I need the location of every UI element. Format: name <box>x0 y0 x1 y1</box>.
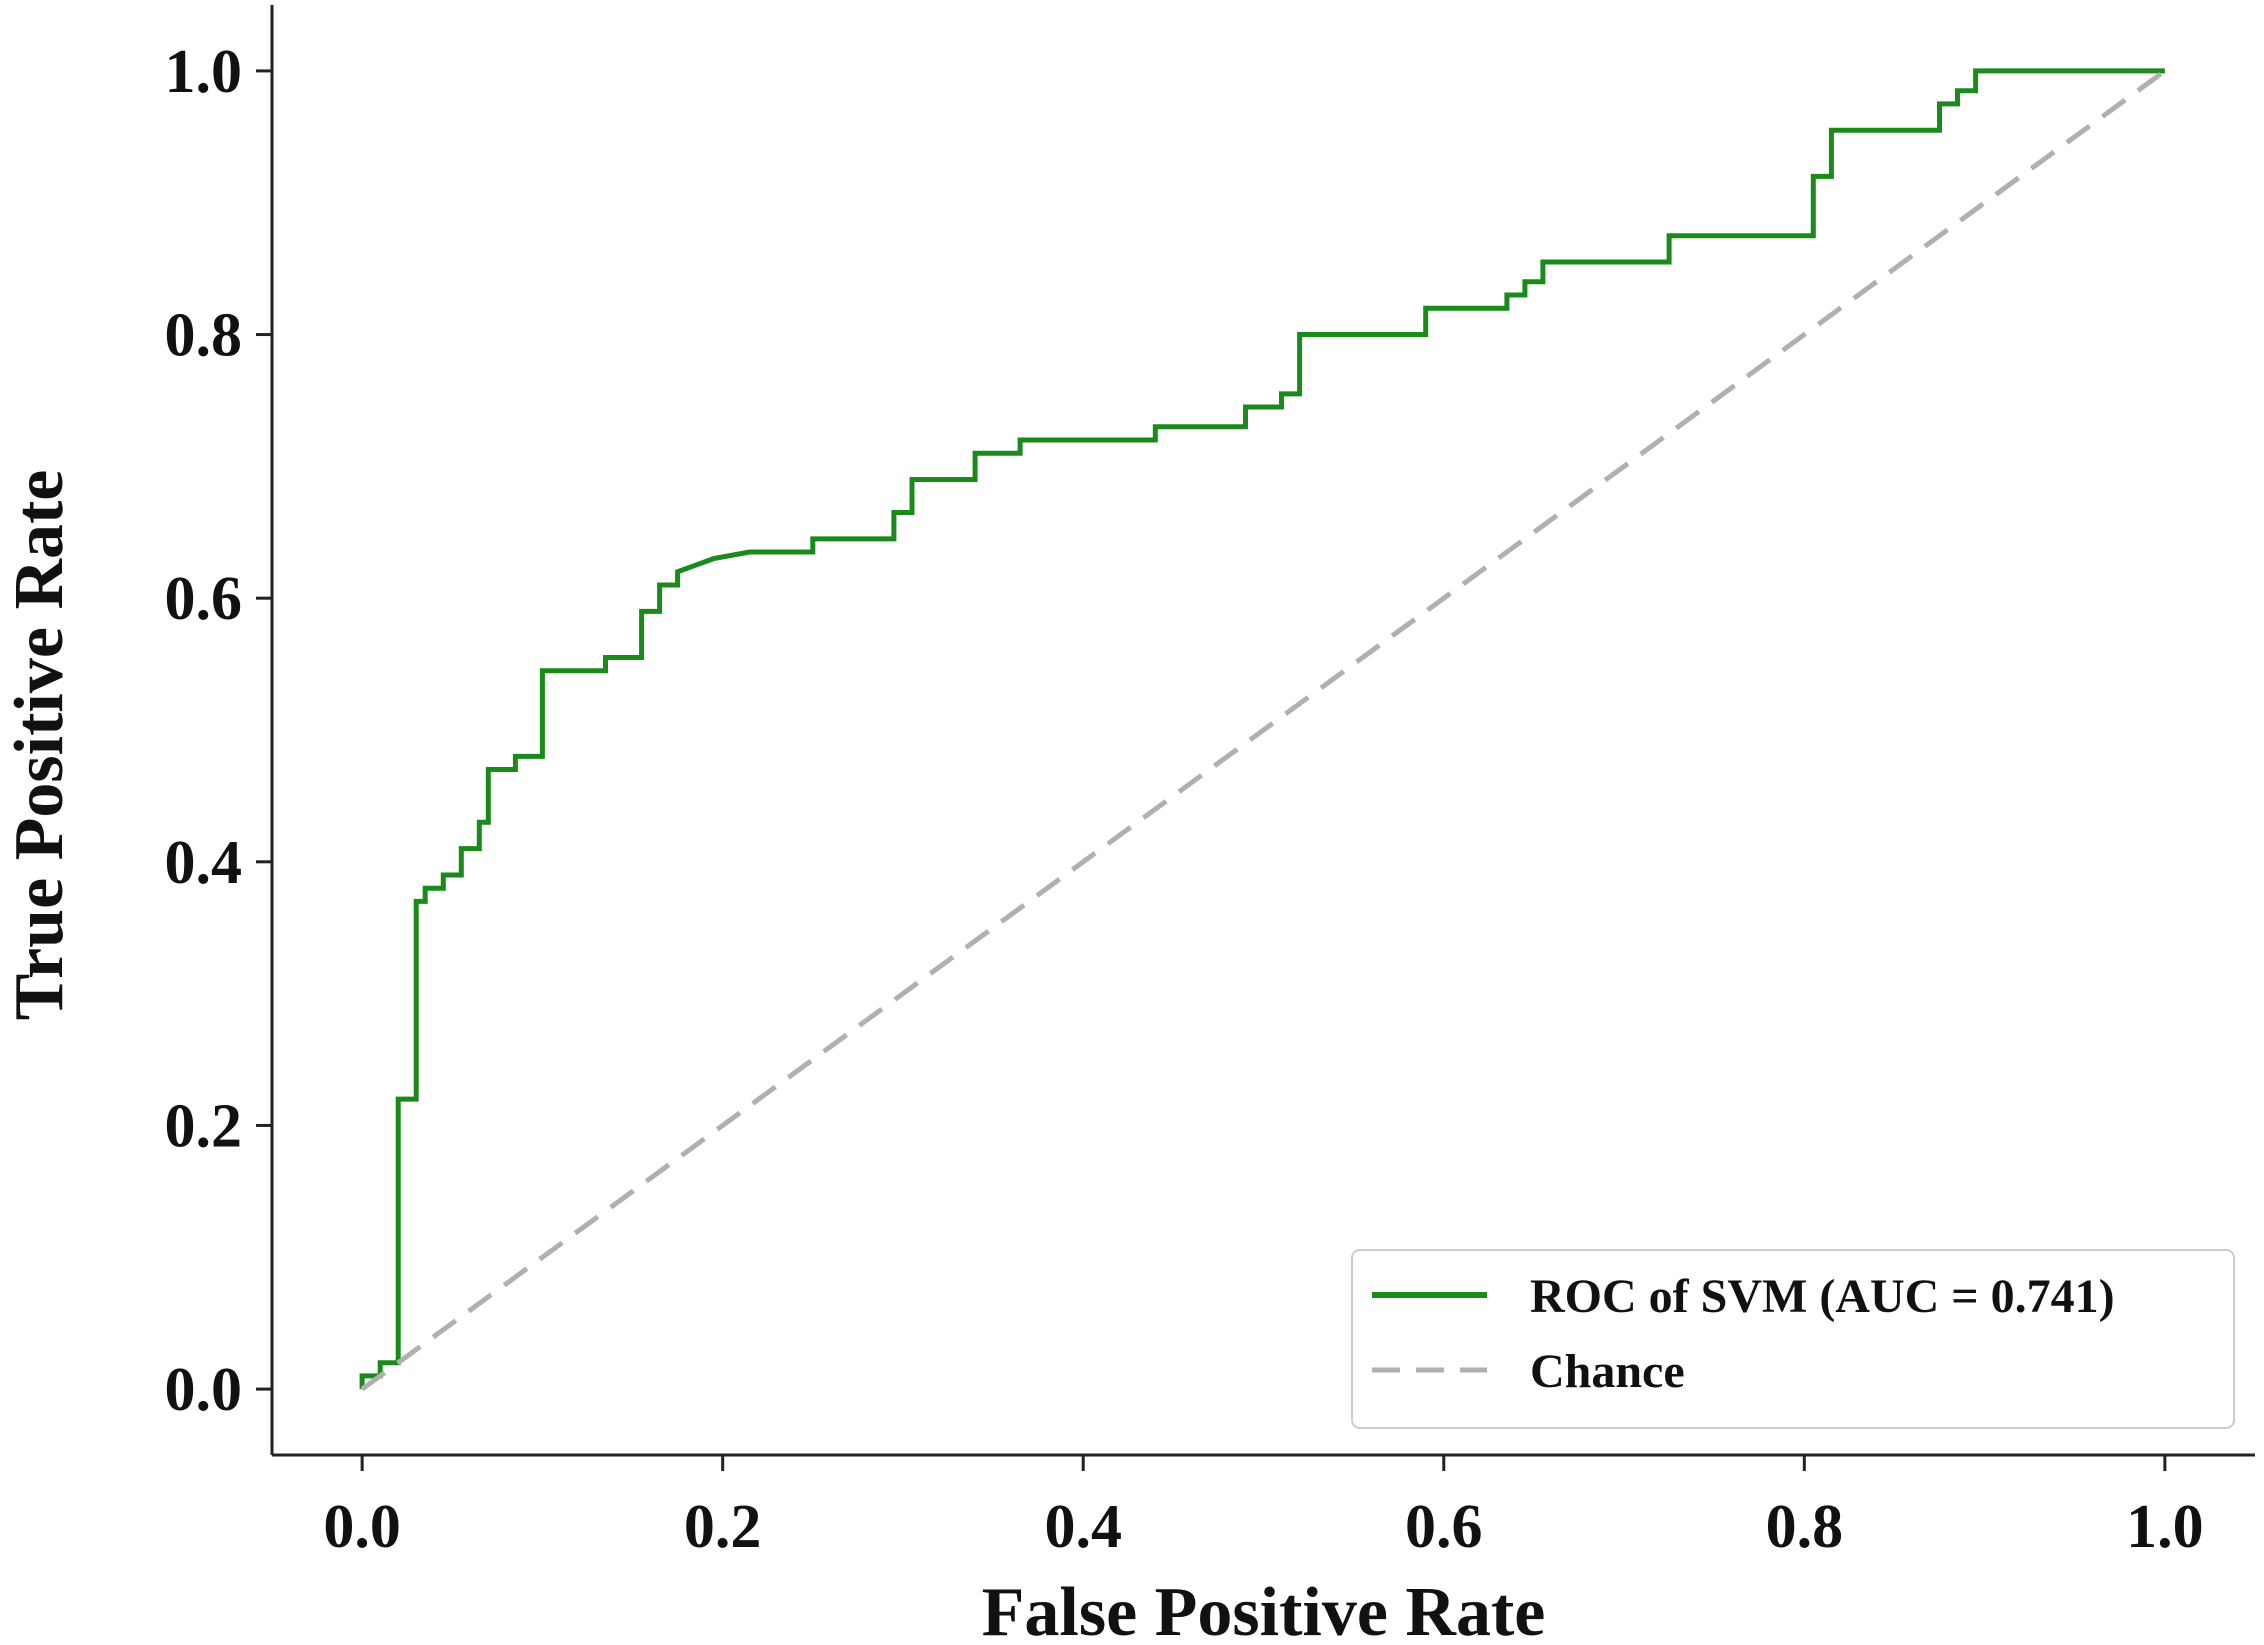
x-tick-label: 0.2 <box>684 1493 762 1561</box>
x-tick-label: 0.0 <box>323 1493 401 1561</box>
y-tick-label: 0.8 <box>165 302 243 370</box>
x-tick-label: 0.4 <box>1044 1493 1122 1561</box>
x-ticks: 0.0 0.2 0.4 0.6 0.8 1.0 <box>323 1455 2204 1561</box>
roc-curve <box>359 68 2165 1390</box>
axes-layer <box>270 5 2255 1457</box>
chance-line <box>360 68 2167 1392</box>
legend-frame <box>1351 1249 2235 1429</box>
series-layer <box>359 68 2167 1392</box>
x-axis-title: False Positive Rate <box>982 1574 1546 1645</box>
y-ticks: 0.0 0.2 0.4 0.6 0.8 1.0 <box>165 38 272 1424</box>
y-axis-title: True Positive Rate <box>1 470 78 1021</box>
y-tick-label: 1.0 <box>165 38 243 106</box>
legend-label-chance: Chance <box>1530 1345 1685 1398</box>
y-tick-label: 0.2 <box>165 1092 243 1160</box>
legend: ROC of SVM (AUC = 0.741) Chance <box>1351 1249 2235 1429</box>
x-tick-label: 0.6 <box>1405 1493 1483 1561</box>
x-tick-label: 1.0 <box>2126 1493 2204 1561</box>
y-tick-label: 0.6 <box>165 565 243 633</box>
legend-label-roc: ROC of SVM (AUC = 0.741) <box>1530 1270 2115 1323</box>
y-tick-label: 0.4 <box>165 829 243 897</box>
y-tick-label: 0.0 <box>165 1356 243 1424</box>
x-tick-label: 0.8 <box>1766 1493 1844 1561</box>
